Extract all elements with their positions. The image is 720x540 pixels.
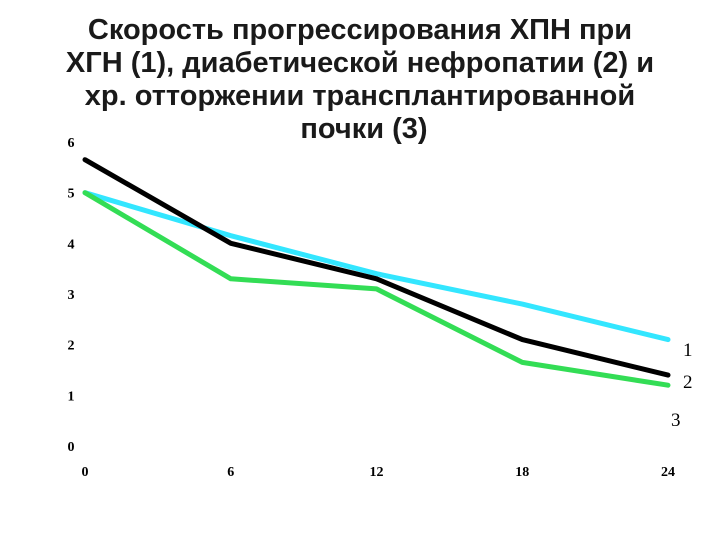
series-label-2: 2: [683, 372, 693, 393]
chart-title-line-4: почки (3): [300, 113, 428, 145]
x-tick-label-0: 0: [82, 465, 89, 480]
y-tick-label-4: 4: [68, 237, 75, 252]
y-tick-label-3: 3: [68, 288, 75, 303]
y-tick-label-2: 2: [68, 339, 75, 354]
series-label-3: 3: [671, 410, 681, 431]
series-line-2: [82, 157, 671, 378]
x-tick-label-18: 18: [515, 465, 529, 480]
x-axis-ticks: 0 6 12 18 24: [82, 465, 676, 480]
y-tick-label-6: 6: [68, 136, 75, 151]
x-tick-label-12: 12: [370, 465, 384, 480]
y-tick-label-1: 1: [68, 389, 75, 404]
series-labels: 1 23: [671, 340, 693, 431]
series-line-1: [82, 190, 671, 343]
series-line-3: [82, 190, 671, 388]
chart-title-line-3: хр. отторжении трансплантированной: [84, 80, 636, 112]
chart-title: Скорость прогрессирования ХПН при ХГН (1…: [0, 14, 720, 146]
chart-title-line-2: ХГН (1), диабетической нефропатии (2) и: [65, 47, 655, 79]
series-label-1: 1: [683, 340, 693, 361]
y-axis-ticks: 0 1 2 3 4 5 6: [68, 136, 75, 455]
y-tick-label-0: 0: [68, 440, 75, 455]
x-tick-label-24: 24: [661, 465, 675, 480]
series-lines: [82, 157, 671, 388]
y-tick-label-5: 5: [68, 187, 75, 202]
chart-title-line-1: Скорость прогрессирования ХПН при: [87, 14, 633, 46]
x-tick-label-6: 6: [227, 465, 234, 480]
